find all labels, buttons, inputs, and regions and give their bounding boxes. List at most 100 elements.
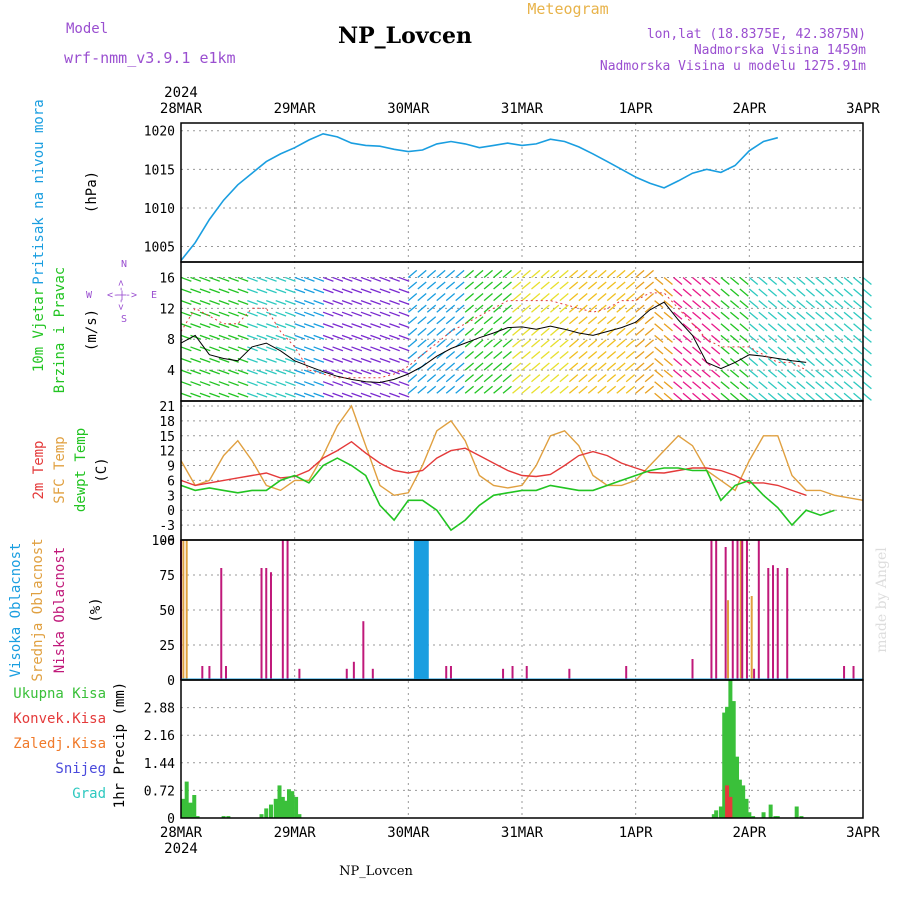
precip-bar xyxy=(744,798,749,818)
wind-barb xyxy=(834,369,844,378)
wind-barb xyxy=(474,281,484,290)
precip-bar xyxy=(718,806,723,818)
wind-barb xyxy=(398,369,410,375)
wind-barb xyxy=(228,381,239,387)
wind-barb xyxy=(824,276,834,286)
wind-barb xyxy=(663,346,673,355)
wind-barb xyxy=(531,374,541,383)
wind-barb xyxy=(824,381,834,390)
y-tick-label: 25 xyxy=(159,639,175,654)
wind-barb xyxy=(549,293,560,302)
wind-barb xyxy=(549,269,560,278)
wind-barb xyxy=(341,323,353,329)
wind-barb xyxy=(209,288,220,294)
wind-barb xyxy=(597,269,607,278)
wind-barb xyxy=(682,381,692,390)
wind-barb xyxy=(815,381,825,390)
wind-barb xyxy=(512,293,522,302)
wind-barb xyxy=(483,362,493,371)
wind-barb xyxy=(313,357,325,363)
wind-barb xyxy=(284,288,296,294)
wind-barb xyxy=(521,316,531,325)
wind-barb xyxy=(389,346,400,352)
wind-barb xyxy=(739,276,749,286)
wind-barb xyxy=(379,346,391,352)
wind-barb xyxy=(720,276,730,286)
wind-barb xyxy=(502,293,512,302)
wind-barb xyxy=(313,346,325,352)
tick-labels: 28MAR 28MAR 29MAR 29MAR 30MAR 30MAR 31MAR 31MAR… xyxy=(144,101,881,841)
wind-barb xyxy=(379,323,391,329)
wind-barb xyxy=(549,327,560,336)
cloud-axis-labels: Visoka Oblacnost Srednja Oblacnost Niska… xyxy=(8,538,104,681)
wind-barb xyxy=(758,276,768,286)
precip-bar xyxy=(268,804,273,818)
cloud-bar xyxy=(352,661,355,680)
wind-barb xyxy=(720,311,730,320)
precip-bar xyxy=(188,802,193,818)
wind-barb xyxy=(370,288,382,294)
wind-barb xyxy=(502,316,512,325)
wind-barb xyxy=(568,374,579,383)
wind-barb xyxy=(464,374,475,383)
wind-barb xyxy=(407,362,418,371)
wind-barb xyxy=(322,323,334,329)
wind-barb xyxy=(275,276,287,282)
x-tick-label-bottom: 31MAR xyxy=(501,825,544,841)
wind-barb xyxy=(284,392,296,398)
wind-barb xyxy=(190,381,202,387)
wind-barb xyxy=(644,281,654,290)
wind-barb xyxy=(483,304,493,313)
wind-barb xyxy=(682,323,692,332)
wind-barb xyxy=(767,381,778,390)
y-tick-label: 15 xyxy=(159,430,175,445)
cloud-bar xyxy=(425,540,429,680)
wind-barb xyxy=(398,323,410,329)
wind-barb xyxy=(843,334,853,343)
wind-barb xyxy=(266,346,277,352)
wind-barb xyxy=(758,358,768,367)
wind-barb xyxy=(398,334,410,340)
y-tick-label: 12 xyxy=(159,302,175,317)
wind-barb xyxy=(777,311,787,320)
wind-barb xyxy=(237,381,249,387)
wind-barb xyxy=(284,346,296,352)
wind-barb xyxy=(616,362,626,371)
y-tick-label: 16 xyxy=(159,271,175,286)
wind-barb xyxy=(758,300,768,309)
sfc-temp-line xyxy=(180,404,864,501)
wind-ylabel-2: Brzina i Pravac xyxy=(52,267,68,393)
wind-barb xyxy=(805,358,816,367)
wind-barb xyxy=(568,281,579,290)
compass-e: E xyxy=(151,290,157,301)
wind-barb xyxy=(483,281,493,290)
wind-barb xyxy=(445,385,456,394)
wind-barb xyxy=(284,300,296,305)
wind-barb xyxy=(625,281,636,290)
wind-barb xyxy=(635,316,645,325)
cloud-bar xyxy=(757,540,760,680)
cloud-bar xyxy=(281,540,284,680)
precip-bar xyxy=(264,808,269,818)
wind-barb xyxy=(739,288,749,297)
wind-barb xyxy=(190,323,202,329)
wind-barb xyxy=(606,339,617,348)
wind-barb xyxy=(853,334,863,343)
wind-barb xyxy=(303,323,315,329)
wind-barb xyxy=(199,288,211,294)
wind-barb xyxy=(540,385,550,394)
wind-barb xyxy=(578,316,588,325)
wind-barb xyxy=(711,381,721,390)
wind-barb xyxy=(493,339,503,348)
wind-barb xyxy=(568,293,579,302)
wind-barb xyxy=(493,374,503,383)
wind-barb xyxy=(256,381,268,387)
wind-barb xyxy=(616,304,626,313)
wind-barb xyxy=(549,281,560,290)
wind-barb xyxy=(474,374,484,383)
precip-bar xyxy=(731,701,736,818)
wind-barb xyxy=(720,369,730,378)
wind-barb xyxy=(654,381,664,390)
wind-barb xyxy=(597,374,607,383)
wind-barb xyxy=(436,304,446,313)
